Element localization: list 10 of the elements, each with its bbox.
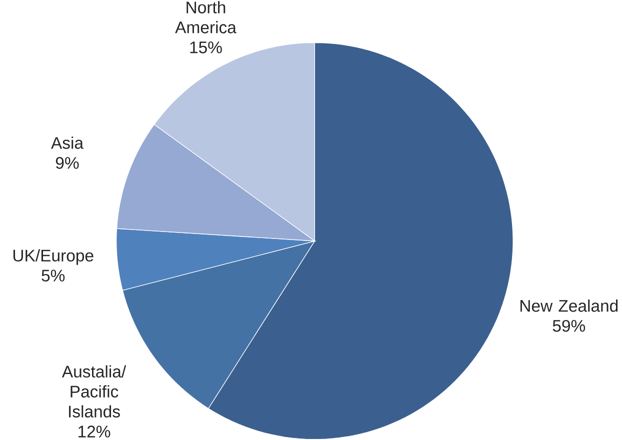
slice-label: New Zealand xyxy=(520,300,618,312)
data-label: 15% xyxy=(190,42,222,54)
data-label: 9% xyxy=(56,157,79,170)
data-label: 12% xyxy=(78,426,110,438)
data-label: 59% xyxy=(552,320,586,332)
slice-label: Austalia/ Pacific Islands xyxy=(62,365,126,418)
slice-label: UK/Europe xyxy=(13,249,94,265)
slice-label: North America xyxy=(175,1,236,34)
data-label: 5% xyxy=(42,270,65,282)
slice-label: Asia xyxy=(51,136,84,150)
